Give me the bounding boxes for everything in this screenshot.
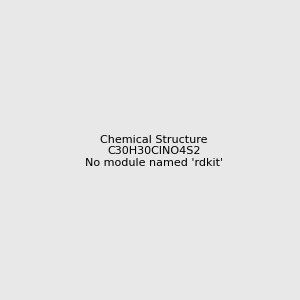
- Text: Chemical Structure
C30H30ClNO4S2
No module named 'rdkit': Chemical Structure C30H30ClNO4S2 No modu…: [85, 135, 223, 168]
